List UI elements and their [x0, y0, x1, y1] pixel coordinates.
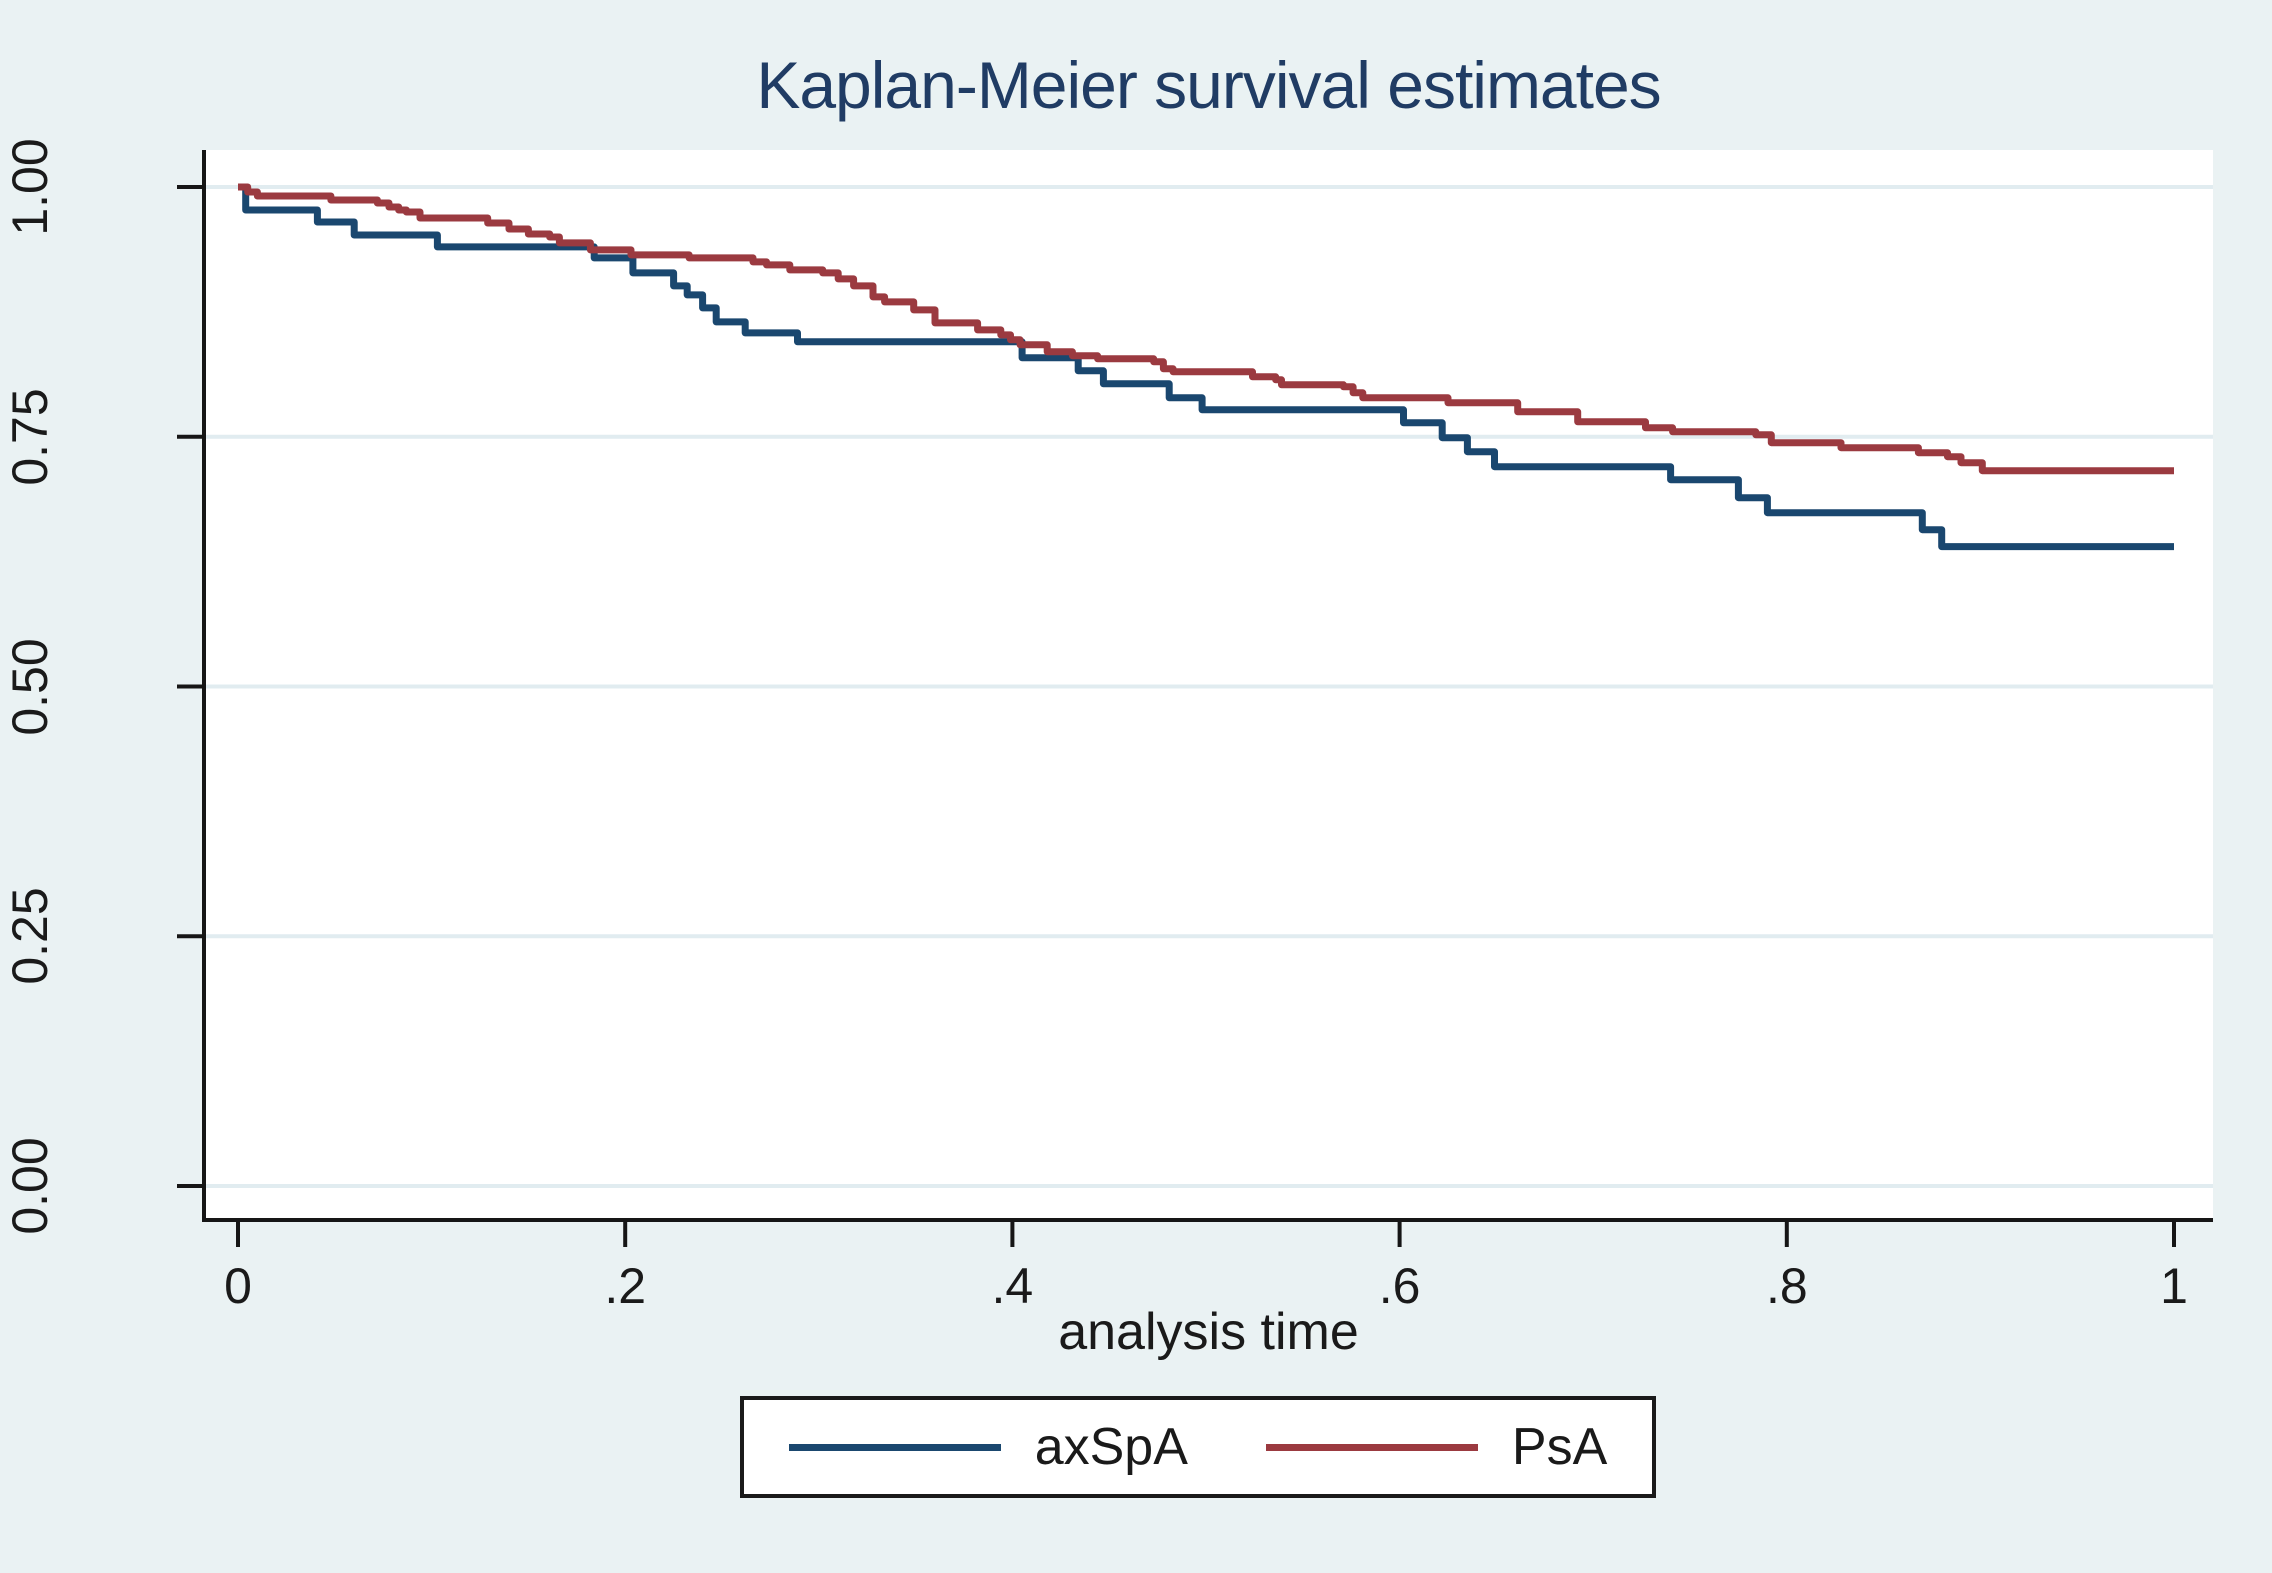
legend-swatch-PsA: [1265, 1443, 1478, 1451]
y-tick-label-0.00: 0.00: [2, 1137, 58, 1235]
x-tick-label-.6: .6: [1378, 1258, 1421, 1314]
series-layer: [238, 183, 2174, 551]
legend-label-PsA: PsA: [1511, 1418, 1608, 1476]
legend-item-PsA: PsA: [1265, 1418, 1608, 1476]
x-axis-title: analysis time: [1058, 1303, 1359, 1361]
chart-title: Kaplan-Meier survival estimates: [756, 48, 1661, 122]
ticks-layer: [177, 185, 2176, 1247]
survival-curve-axSpA: [238, 183, 2174, 551]
y-tick-label-0.50: 0.50: [2, 637, 58, 736]
x-tick-label-.2: .2: [604, 1258, 647, 1314]
x-tick-label-.8: .8: [1765, 1258, 1808, 1314]
gridlines-layer: [204, 185, 2213, 1188]
legend-box: axSpA PsA: [740, 1396, 1656, 1498]
x-tick-label-.4: .4: [991, 1258, 1034, 1314]
y-tick-label-1.00: 1.00: [2, 138, 58, 236]
legend-item-axSpA: axSpA: [788, 1418, 1188, 1476]
x-tick-label-1: 1: [2160, 1258, 2188, 1314]
legend-label-axSpA: axSpA: [1034, 1418, 1188, 1476]
survival-curve-PsA: [238, 183, 2174, 475]
legend-swatch-axSpA: [788, 1443, 1001, 1451]
x-tick-label-0: 0: [224, 1258, 252, 1314]
y-tick-label-0.75: 0.75: [2, 388, 58, 486]
y-tick-label-0.25: 0.25: [2, 887, 58, 985]
